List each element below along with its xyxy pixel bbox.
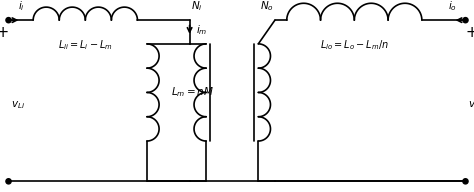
Text: +: + — [0, 25, 9, 40]
Circle shape — [6, 179, 11, 184]
Text: $N_o$: $N_o$ — [260, 0, 274, 12]
Circle shape — [463, 179, 468, 184]
Text: +: + — [465, 25, 474, 40]
Text: $i_o$: $i_o$ — [448, 0, 457, 12]
Circle shape — [6, 17, 11, 23]
Text: $L_{lo}=L_o-L_m/n$: $L_{lo}=L_o-L_m/n$ — [320, 38, 389, 52]
Text: $L_m=nM$: $L_m=nM$ — [171, 86, 214, 99]
Text: $v_{Lo}$: $v_{Lo}$ — [468, 100, 474, 111]
Text: $L_{li}=L_i-L_m$: $L_{li}=L_i-L_m$ — [58, 38, 113, 52]
Text: $i_m$: $i_m$ — [196, 24, 207, 37]
Text: $v_{Li}$: $v_{Li}$ — [11, 100, 25, 111]
Text: $i_i$: $i_i$ — [18, 0, 25, 12]
Circle shape — [463, 17, 468, 23]
Text: $N_i$: $N_i$ — [191, 0, 202, 12]
